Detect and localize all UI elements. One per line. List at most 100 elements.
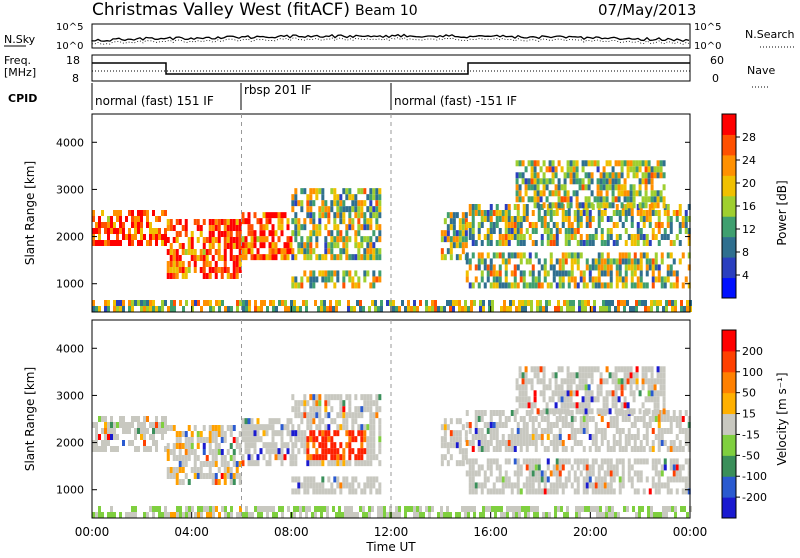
heatmap-cell [196,443,200,449]
heatmap-cell [315,424,319,431]
heatmap-cell [326,306,329,312]
heatmap-cell [645,264,649,271]
heatmap-cell [443,418,447,425]
heatmap-cell [663,282,667,289]
heatmap-cell [632,196,636,203]
heatmap-cell [357,212,361,219]
heatmap-cell [167,306,170,312]
heatmap-cell [369,188,373,195]
heatmap-cell [482,300,485,306]
heatmap-cell [345,248,349,255]
heatmap-cell [449,512,452,518]
heatmap-cell [178,479,182,485]
heatmap-cell [324,424,328,431]
heatmap-cell [612,488,616,495]
heatmap-cell [294,454,298,461]
heatmap-cell [443,306,446,312]
heatmap-cell [489,258,493,265]
heatmap-cell [287,306,290,312]
heatmap-cell [137,416,140,422]
heatmap-cell [214,273,218,279]
heatmap-cell [507,440,511,446]
heatmap-cell [431,506,434,512]
heatmap-cell [647,178,651,185]
heatmap-cell [461,218,465,225]
heatmap-cell [636,276,640,283]
heatmap-cell [363,276,367,283]
heatmap-cell [527,178,531,185]
heatmap-cell [113,512,116,518]
heatmap-cell [528,222,532,228]
heatmap-cell [612,258,616,265]
heatmap-cell [644,408,648,415]
heatmap-cell [369,418,373,425]
heatmap-cell [286,224,290,231]
heatmap-cell [681,416,685,422]
heatmap-cell [543,258,547,265]
heatmap-cell [495,440,499,446]
heatmap-cell [645,270,649,277]
heatmap-cell [483,210,487,216]
heatmap-cell [672,464,676,471]
heatmap-cell [624,252,628,259]
heatmap-cell [653,378,657,385]
heatmap-cell [232,473,236,479]
heatmap-cell [245,300,248,306]
heatmap-cell [687,422,691,428]
heatmap-cell [552,240,556,246]
heatmap-cell [378,448,382,455]
heatmap-cell [137,222,140,228]
heatmap-cell [536,184,540,191]
heatmap-cell [254,306,257,312]
heatmap-cell [563,190,567,197]
heatmap-cell [624,276,628,283]
heatmap-cell [588,416,592,422]
heatmap-cell [471,464,475,471]
heatmap-cell [318,270,322,277]
heatmap-cell [375,236,379,243]
heatmap-cell [98,512,101,518]
heatmap-cell [641,372,645,379]
heatmap-cell [274,212,278,219]
heatmap-cell [440,436,444,443]
heatmap-cell [614,306,617,312]
heatmap-cell [110,216,113,222]
heatmap-cell [504,258,508,265]
heatmap-cell [575,372,579,379]
heatmap-cell [561,216,565,222]
heatmap-cell [306,460,310,467]
heatmap-cell [357,188,361,195]
heatmap-cell [549,216,553,222]
heatmap-cell [416,512,419,518]
heatmap-cell [501,240,505,246]
heatmap-cell [217,237,221,243]
heatmap-cell [244,236,248,243]
heatmap-cell [524,190,528,197]
heatmap-cell [656,160,660,167]
heatmap-cell [609,416,613,422]
heatmap-cell [315,394,319,401]
heatmap-cell [611,196,615,203]
heatmap-cell [449,218,453,225]
heatmap-cell [621,252,625,259]
heatmap-cell [357,230,361,237]
heatmap-cell [615,276,619,283]
heatmap-cell [537,258,541,265]
heatmap-cell [651,228,655,234]
heatmap-cell [452,236,456,243]
heatmap-cell [342,460,346,467]
heatmap-cell [536,300,539,306]
heatmap-cell [672,410,676,416]
heatmap-cell [530,178,534,185]
heatmap-cell [486,458,490,465]
heatmap-cell [289,248,293,255]
heatmap-cell [623,184,627,191]
heatmap-cell [623,196,627,203]
heatmap-cell [131,512,134,518]
heatmap-cell [116,228,119,234]
heatmap-cell [591,216,595,222]
heatmap-cell [614,184,618,191]
colorbar-swatch [722,413,736,435]
heatmap-cell [489,458,493,465]
heatmap-cell [654,434,658,440]
